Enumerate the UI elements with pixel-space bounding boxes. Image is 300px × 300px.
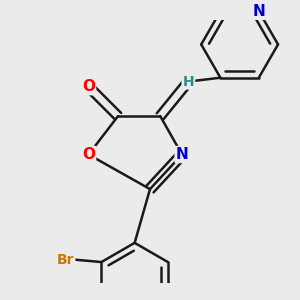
- Text: H: H: [183, 75, 194, 88]
- Text: O: O: [82, 147, 95, 162]
- Text: N: N: [176, 147, 188, 162]
- Text: O: O: [82, 79, 95, 94]
- Text: Br: Br: [57, 253, 74, 266]
- Text: N: N: [252, 4, 265, 19]
